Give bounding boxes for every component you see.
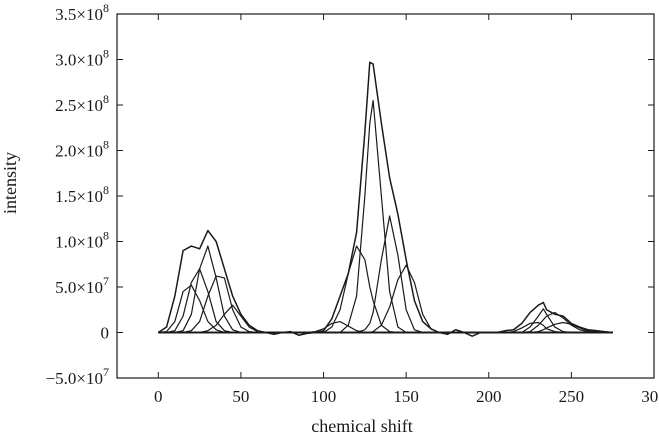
series-line-total [157,61,613,337]
y-tick-label: −5.0×107 [46,365,109,388]
x-tick-label: 0 [154,387,163,406]
x-tick-label: 200 [476,387,502,406]
y-tick-label: 0 [101,324,110,343]
x-tick-labels: 0 50 100 150 200 250 300 [154,387,659,406]
y-tick-label: 1.0×108 [55,229,109,252]
x-tick-label: 300 [641,387,659,406]
x-tick-label: 100 [311,387,337,406]
x-tick-label: 250 [559,387,585,406]
y-tick-label: 2.5×108 [55,92,109,115]
y-tick-label: 1.5×108 [55,183,109,206]
y-tick-label: 3.5×108 [55,1,109,24]
x-tick-label: 50 [232,387,249,406]
series-line-component [158,99,613,334]
series-lines [157,61,613,337]
series-line-component [158,284,613,334]
x-tick-label: 150 [393,387,419,406]
y-tick-label: 5.0×107 [55,274,109,297]
y-axis-title: intensity [0,152,20,214]
tick-marks [117,13,655,379]
y-tick-label: 2.0×108 [55,138,109,161]
series-line-component [158,245,613,334]
y-tick-label: 3.0×108 [55,47,109,70]
y-tick-labels: −5.0×107 0 5.0×107 1.0×108 1.5×108 2.0×108 2.5… [46,1,109,388]
series-line-component [158,268,613,334]
x-axis-title: chemical shift [311,416,412,436]
series-line-component [158,321,613,334]
